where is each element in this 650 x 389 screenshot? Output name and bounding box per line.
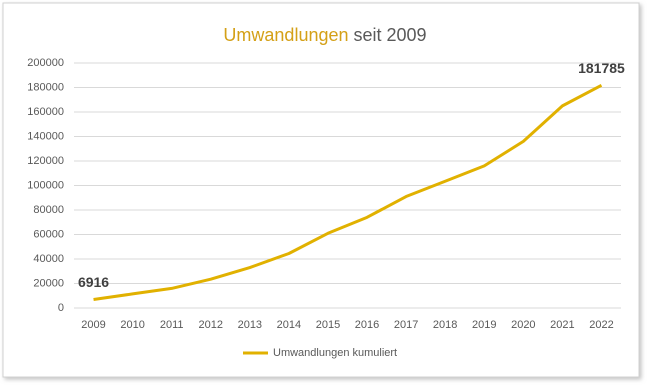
x-tick-label: 2020 [511,319,535,331]
chart-frame [2,2,640,378]
legend-label: Umwandlungen kumuliert [273,347,397,359]
y-tick-label: 60000 [33,228,64,240]
x-tick-label: 2010 [120,319,144,331]
x-tick-label: 2018 [433,319,457,331]
title-part: seit 2009 [354,25,427,45]
y-tick-label: 40000 [33,253,64,265]
y-tick-label: 200000 [27,57,64,69]
title-part: Umwandlungen [223,25,348,45]
y-tick-label: 180000 [27,81,64,93]
data-label: 6916 [78,274,109,290]
x-tick-label: 2017 [394,319,418,331]
chart-title: Umwandlungen seit 2009 [223,25,426,45]
y-tick-label: 80000 [33,204,64,216]
y-tick-label: 20000 [33,277,64,289]
x-tick-label: 2013 [238,319,262,331]
y-tick-label: 140000 [27,130,64,142]
y-tick-label: 0 [58,302,64,314]
x-tick-label: 2014 [277,319,301,331]
data-label: 181785 [578,60,625,76]
y-tick-label: 160000 [27,106,64,118]
x-tick-label: 2012 [199,319,223,331]
y-tick-label: 100000 [27,179,64,191]
x-tick-label: 2019 [472,319,496,331]
x-tick-label: 2011 [160,319,184,331]
x-tick-label: 2022 [589,319,613,331]
data-line [93,83,603,302]
y-tick-label: 120000 [27,155,64,167]
x-tick-label: 2015 [316,319,340,331]
x-tick-label: 2009 [81,319,105,331]
x-tick-label: 2016 [355,319,379,331]
x-tick-label: 2021 [550,319,574,331]
